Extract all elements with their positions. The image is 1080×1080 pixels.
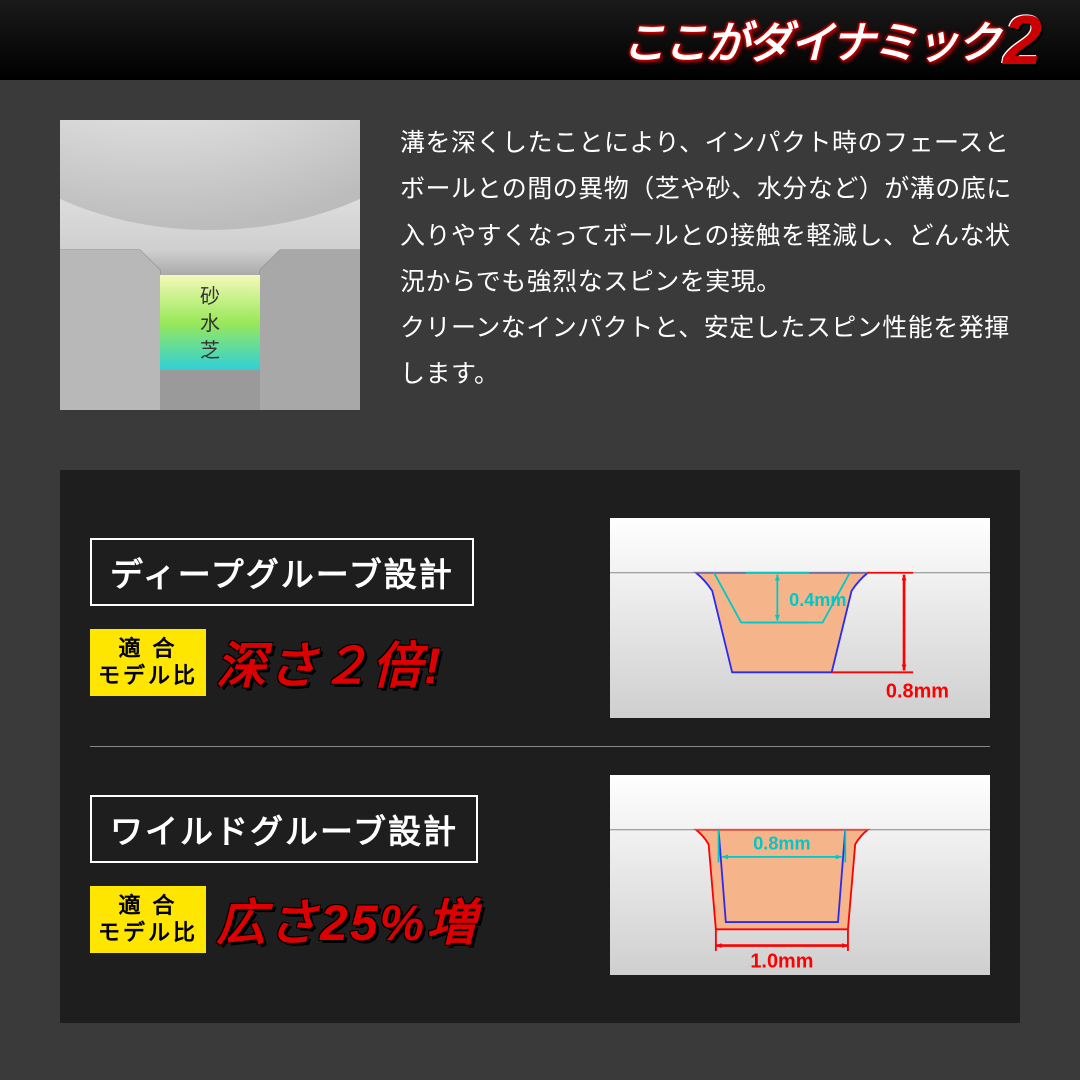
svg-text:1.0mm: 1.0mm xyxy=(750,950,813,972)
comparison-panel: ディープグルーブ設計 適 合 モデル比 深さ２倍! 0.4mm 0.8mm ワイル… xyxy=(60,470,1020,1023)
svg-text:0.8mm: 0.8mm xyxy=(886,681,949,703)
badge-line1: 適 合 xyxy=(118,636,177,661)
header-number: 2 xyxy=(1003,1,1040,79)
design-label-wide: ワイルドグルーブ設計 xyxy=(90,795,478,863)
width-diagram-icon: 0.8mm 1.0mm xyxy=(610,775,990,975)
depth-diagram-icon: 0.4mm 0.8mm xyxy=(610,518,990,718)
header-title-text: ここがダイナミック xyxy=(622,19,999,68)
badge-deep: 適 合 モデル比 xyxy=(90,629,206,696)
header-banner: ここがダイナミック2 xyxy=(0,0,1080,80)
svg-text:水: 水 xyxy=(200,312,220,335)
badge-line2: モデル比 xyxy=(98,920,198,945)
intro-section: 砂 水 芝 溝を深くしたことにより、インパクト時のフェースとボールとの間の異物（… xyxy=(0,80,1080,440)
badge-wide: 適 合 モデル比 xyxy=(90,886,206,953)
badge-line1: 適 合 xyxy=(118,893,177,918)
row-deep-groove: ディープグルーブ設計 適 合 モデル比 深さ２倍! 0.4mm 0.8mm xyxy=(90,500,990,736)
claim-wide: 広さ25%増 xyxy=(216,883,478,955)
svg-text:0.4mm: 0.4mm xyxy=(789,590,846,610)
diagram-deep: 0.4mm 0.8mm xyxy=(610,518,990,718)
groove-cross-section-icon: 砂 水 芝 xyxy=(60,120,360,410)
badge-line2: モデル比 xyxy=(98,663,198,688)
claim-deep: 深さ２倍! xyxy=(216,626,443,698)
row-wide-groove: ワイルドグルーブ設計 適 合 モデル比 広さ25%増 0.8mm 1.0mm xyxy=(90,746,990,993)
intro-description: 溝を深くしたことにより、インパクト時のフェースとボールとの間の異物（芝や砂、水分… xyxy=(400,120,1020,410)
svg-text:芝: 芝 xyxy=(200,339,220,362)
diagram-wide: 0.8mm 1.0mm xyxy=(610,775,990,975)
svg-text:0.8mm: 0.8mm xyxy=(753,834,810,854)
svg-text:砂: 砂 xyxy=(200,285,220,308)
intro-illustration: 砂 水 芝 xyxy=(60,120,360,410)
header-title: ここがダイナミック2 xyxy=(622,0,1040,80)
design-label-deep: ディープグルーブ設計 xyxy=(90,538,474,606)
